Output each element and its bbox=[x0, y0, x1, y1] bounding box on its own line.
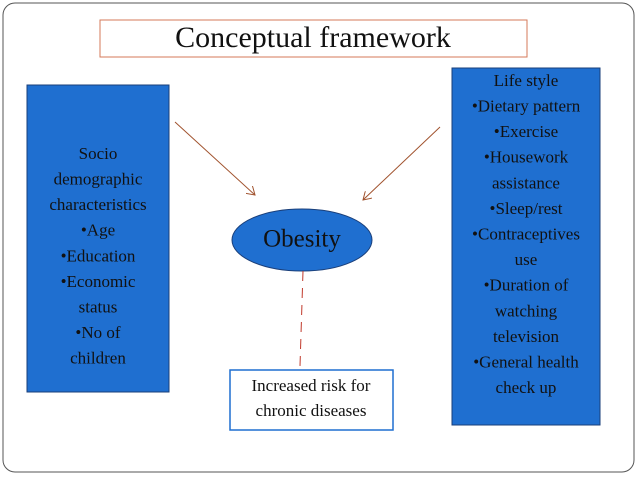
socio-text: characteristics bbox=[49, 195, 146, 214]
title-box bbox=[99, 19, 528, 58]
lifestyle-text: •Exercise bbox=[494, 122, 558, 141]
lifestyle-text: •Duration of bbox=[484, 276, 569, 295]
lifestyle-box bbox=[451, 67, 601, 426]
socio-text: •Age bbox=[81, 221, 115, 240]
lifestyle-text: •General health bbox=[473, 353, 579, 372]
lifestyle-text: check up bbox=[496, 378, 557, 397]
socio-text: •Economic bbox=[61, 272, 136, 291]
lifestyle-text: Life style bbox=[494, 71, 559, 90]
socio-box bbox=[26, 84, 170, 393]
socio-text: •Education bbox=[61, 246, 136, 265]
lifestyle-text: •Sleep/rest bbox=[490, 199, 563, 218]
socio-text: demographic bbox=[54, 170, 143, 189]
obesity-text: Obesity bbox=[263, 226, 341, 253]
lifestyle-text: •Dietary pattern bbox=[472, 97, 581, 116]
arrow bbox=[363, 126, 441, 200]
risk-text: chronic diseases bbox=[256, 401, 367, 420]
arrow bbox=[174, 121, 255, 195]
socio-text: Socio bbox=[79, 144, 118, 163]
labels: Socio demographic characteristics •Age •Educ… bbox=[49, 71, 580, 420]
socio-text: status bbox=[79, 298, 118, 317]
lifestyle-text: •Housework bbox=[484, 148, 569, 167]
lifestyle-text: use bbox=[515, 250, 538, 269]
lifestyle-text: assistance bbox=[492, 173, 560, 192]
socio-text: •No of bbox=[75, 323, 120, 342]
risk-text: Increased risk for bbox=[252, 376, 371, 395]
lifestyle-text: watching bbox=[495, 301, 558, 320]
obesity-ellipse bbox=[231, 208, 373, 272]
lifestyle-text: •Contraceptives bbox=[472, 225, 580, 244]
lifestyle-text: television bbox=[493, 327, 560, 346]
risk-box bbox=[229, 369, 394, 431]
title: Conceptual framework bbox=[175, 21, 451, 54]
socio-text: children bbox=[70, 349, 126, 368]
